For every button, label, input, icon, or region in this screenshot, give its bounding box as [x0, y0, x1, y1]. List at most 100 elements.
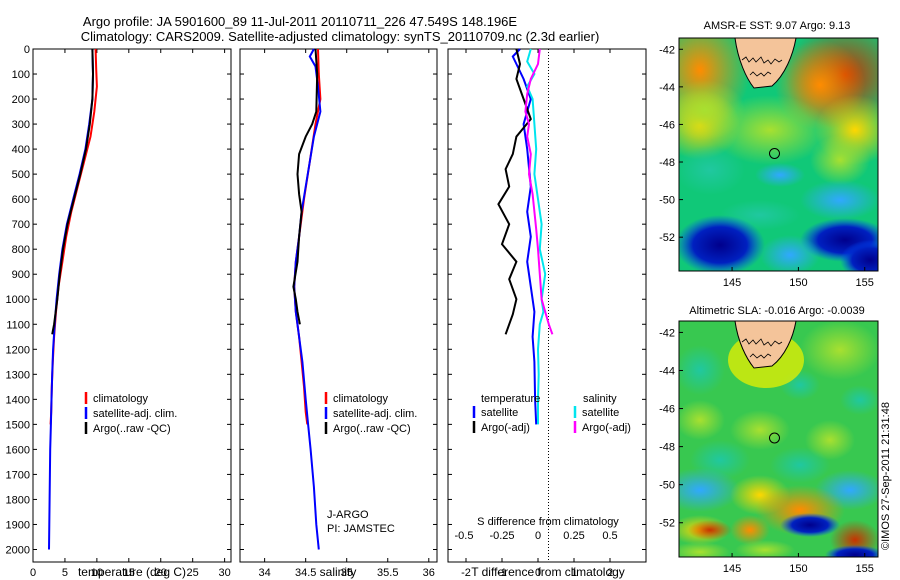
legend-label-salinity-argo: Argo(-adj): [582, 422, 631, 434]
depth-tick-label: 200: [12, 94, 30, 106]
depth-tick-label: 2000: [6, 544, 30, 556]
lon-tick-label: 155: [856, 563, 874, 575]
sla-map-frame: [678, 320, 879, 558]
lat-tick-label: -48: [659, 442, 675, 454]
temperature-xlabel: temperature (deg C): [78, 565, 186, 579]
sst-map-axes: 145 150 155 -42 -44 -46 -48 -50 -52: [659, 44, 874, 289]
coastline-detail: [741, 56, 783, 77]
series-line: [292, 48, 319, 325]
legend-label-climatology: climatology: [93, 393, 149, 405]
x-tick-label: -2: [461, 567, 471, 579]
depth-tick-label: 100: [12, 69, 30, 81]
difference-legend: temperature satellite Argo(-adj) salinit…: [472, 393, 631, 434]
depth-axis: 0 100 200 300 400 500 600 700 800 900 1000 1100 1200…: [6, 44, 231, 556]
lon-tick-label: 145: [723, 563, 741, 575]
depth-tick-label: 900: [12, 269, 30, 281]
s-tick-label: 0.5: [602, 530, 617, 542]
x-tick-label: 5: [62, 567, 68, 579]
salinity-difference-label: S difference from climatology: [477, 516, 619, 528]
temperature-legend: climatology satellite-adj. clim. Argo(..…: [84, 392, 177, 435]
lat-tick-label: -42: [659, 44, 675, 56]
lon-tick-label: 150: [789, 563, 807, 575]
depth-tick-label: 1100: [6, 319, 30, 331]
lat-tick-label: -46: [659, 404, 675, 416]
x-tick-label: 20: [155, 567, 167, 579]
series-line: [51, 48, 95, 335]
depth-tick-label: 1900: [6, 519, 30, 531]
difference-panel: -2 -1 0 1 2 -0.5 -0.25 0 0.25 0.5 temperature sat…: [447, 48, 647, 579]
series-line: [524, 48, 554, 335]
x-tick-label: 10: [91, 567, 103, 579]
series-line: [497, 48, 532, 335]
series-line: [511, 48, 538, 425]
coastline-detail: [741, 338, 783, 359]
salinity-lines: [292, 48, 322, 550]
argo-float-marker: [769, 432, 780, 444]
salinity-panel: 34 34.5 35 35.5 36 salinity climatology sate…: [239, 48, 438, 579]
x-tick-label: 35.5: [377, 567, 398, 579]
depth-tick-label: 1200: [6, 344, 30, 356]
sst-map-panel: AMSR-E SST: 9.07 Argo: 9.13 145 150 155 -42…: [659, 20, 879, 289]
legend-label-argo: Argo(..raw -QC): [333, 423, 411, 435]
depth-tick-label: 800: [12, 244, 30, 256]
sla-map-axes: 145 150 155 -42 -44 -46 -48 -50 -52: [659, 327, 874, 575]
depth-tick-label: 600: [12, 194, 30, 206]
difference-x-axis: -2 -1 0 1 2 -0.5 -0.25 0 0.25 0.5: [455, 49, 618, 579]
legend-label-argo: Argo(..raw -QC): [93, 423, 171, 435]
x-tick-label: 36: [423, 567, 435, 579]
legend-label-salinity-satellite: satellite: [582, 407, 619, 419]
depth-tick-label: 1000: [6, 294, 30, 306]
series-line: [526, 48, 547, 425]
difference-lines: [497, 48, 554, 425]
lon-tick-label: 155: [856, 277, 874, 289]
x-tick-label: 0: [30, 567, 36, 579]
x-tick-label: 0: [535, 567, 541, 579]
depth-tick-label: 1500: [6, 419, 30, 431]
tasmania-landmass: [734, 38, 797, 89]
lat-tick-label: -52: [659, 232, 675, 244]
sst-map-title: AMSR-E SST: 9.07 Argo: 9.13: [704, 20, 851, 32]
watermark: ©IMOS 27-Sep-2011 21:31:48: [880, 402, 892, 550]
difference-depth-ticks: [448, 48, 646, 550]
sla-heatmap: [679, 321, 878, 557]
legend-label-satellite-adj: satellite-adj. clim.: [333, 408, 417, 420]
s-tick-label: 0: [535, 530, 541, 542]
temperature-lines: [48, 48, 98, 550]
lat-tick-label: -44: [659, 82, 675, 94]
salinity-xlabel: salinity: [320, 565, 357, 579]
lat-tick-label: -46: [659, 119, 675, 131]
float-program-note: J-ARGO: [327, 509, 369, 521]
x-tick-label: 34: [259, 567, 271, 579]
depth-tick-label: 0: [24, 44, 30, 56]
sla-map-panel: Altimetric SLA: -0.016 Argo: -0.0039: [659, 305, 879, 575]
series-line: [293, 48, 322, 550]
legend-label-climatology: climatology: [333, 393, 389, 405]
depth-tick-label: 1400: [6, 394, 30, 406]
x-tick-label: 34.5: [295, 567, 316, 579]
lat-tick-label: -50: [659, 195, 675, 207]
depth-tick-label: 300: [12, 119, 30, 131]
legend-title-temperature: temperature: [481, 393, 540, 405]
lon-tick-label: 150: [789, 277, 807, 289]
depth-tick-label: 500: [12, 169, 30, 181]
salinity-axes-frame: [239, 48, 438, 563]
s-tick-label: 0.25: [563, 530, 584, 542]
float-pi-note: PI: JAMSTEC: [327, 523, 395, 535]
lat-tick-label: -48: [659, 157, 675, 169]
legend-label-satellite-adj: satellite-adj. clim.: [93, 408, 177, 420]
lon-tick-label: 145: [723, 277, 741, 289]
x-tick-label: 35: [341, 567, 353, 579]
depth-tick-label: 400: [12, 144, 30, 156]
lat-tick-label: -44: [659, 365, 675, 377]
legend-label-temperature-argo: Argo(-adj): [481, 422, 530, 434]
sst-map-frame: [678, 37, 879, 272]
lat-tick-label: -50: [659, 480, 675, 492]
sst-heatmap: [679, 38, 878, 271]
lat-tick-label: -42: [659, 327, 675, 339]
x-tick-label: 15: [123, 567, 135, 579]
s-tick-label: -0.25: [489, 530, 514, 542]
salinity-x-axis: 34 34.5 35 35.5 36: [259, 49, 435, 579]
sla-map-title: Altimetric SLA: -0.016 Argo: -0.0039: [689, 305, 864, 317]
lat-tick-label: -52: [659, 518, 675, 530]
